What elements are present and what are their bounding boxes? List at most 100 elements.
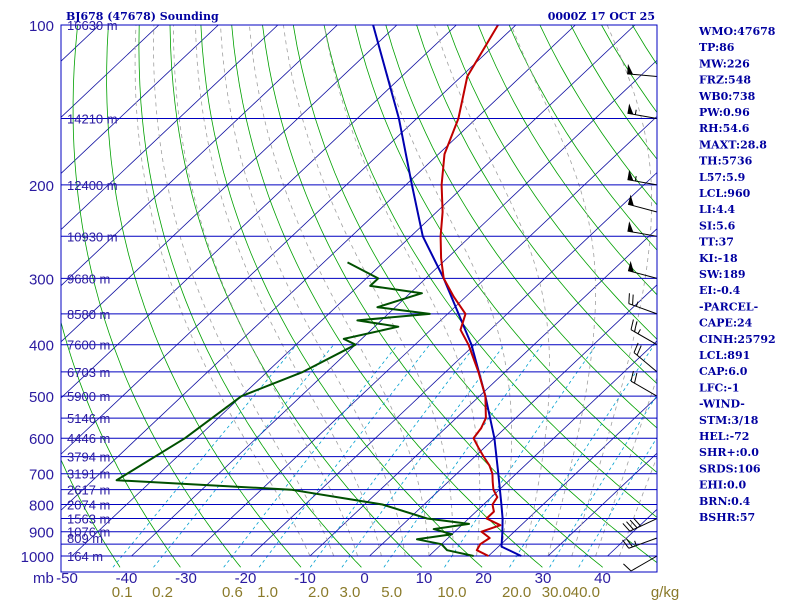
wind-barb-half [634, 109, 637, 115]
wind-barb [627, 260, 658, 279]
wind-barb-pennant [627, 63, 634, 75]
height-label: 12400 m [67, 178, 118, 193]
height-label: 5146 m [67, 411, 110, 426]
isotherm-line [369, 284, 657, 557]
isotherm-line [61, 25, 160, 118]
mixing-ratio-label: 0.2 [152, 584, 173, 600]
wind-barb-flag [636, 345, 642, 356]
mixing-ratio-line [444, 344, 597, 568]
height-label: 4446 m [67, 431, 110, 446]
wind-barb-staff [630, 329, 658, 346]
height-label: 1563 m [67, 512, 110, 527]
mixing-ratio-label: 5.0 [381, 584, 402, 600]
dry-adiabat-line [231, 25, 543, 568]
isotherm-line [309, 228, 657, 557]
dry-adiabat-line [200, 25, 483, 568]
index-value: BRN:0.4 [699, 495, 751, 508]
wind-barb [630, 319, 658, 346]
dry-adiabat-line [323, 25, 657, 518]
wind-barb [628, 293, 658, 315]
index-value: EHI:0.0 [699, 479, 746, 492]
wind-barb-pennant [628, 260, 634, 273]
height-label: 5900 m [67, 389, 110, 404]
pressure-label: 700 [29, 467, 54, 484]
sounding-profiles [115, 25, 522, 557]
dry-adiabat-line [138, 25, 362, 568]
wind-barb-flag [630, 319, 634, 330]
pressure-label: 600 [29, 431, 54, 448]
pressure-label: 800 [29, 498, 54, 515]
pressure-label: 500 [29, 389, 54, 406]
dry-adiabat-line [447, 25, 657, 340]
index-value: EI:-0.4 [699, 284, 741, 297]
temperature-tick-label: -40 [116, 570, 138, 587]
wind-barb [627, 63, 658, 77]
wind-barb [627, 194, 658, 213]
wind-barb-staff [630, 380, 658, 397]
mixing-ratio-line [383, 344, 543, 568]
pressure-label: 900 [29, 525, 54, 542]
index-value: TP:86 [699, 41, 735, 54]
mixing-ratio-line [223, 344, 398, 568]
pressure-unit-label: mb [33, 570, 54, 587]
wind-barbs [622, 63, 658, 572]
wind-barb-flag [633, 372, 638, 384]
wind-barb-pennant [627, 169, 634, 181]
pressure-label: 300 [29, 271, 54, 288]
wind-barb-flag [625, 538, 633, 548]
wind-barb-pennant [627, 221, 634, 233]
chart-title-left: BJ678 (47678) Sounding [66, 10, 219, 23]
index-value: PW:0.96 [699, 106, 750, 119]
index-value: LFC:-1 [699, 381, 740, 394]
temperature-tick-label: -50 [56, 570, 78, 587]
wind-barb-staff [628, 537, 658, 549]
temperature-tick-label: 30 [535, 570, 552, 587]
wind-barb-staff [629, 518, 658, 532]
index-value: CAPE:24 [699, 317, 753, 330]
wind-barb [623, 555, 658, 572]
wind-barb-staff [627, 270, 658, 279]
mixing-ratio-label: 0.1 [112, 584, 133, 600]
wind-barb-flag [623, 563, 632, 572]
mixing-ratio-label: 2.0 [308, 584, 329, 600]
wind-barb [622, 537, 658, 549]
dry-adiabat-line [72, 25, 242, 568]
pressure-label: 100 [29, 18, 54, 35]
index-value: L57:5.9 [699, 171, 745, 184]
index-value: CAP:6.0 [699, 365, 748, 378]
isotherm-line [61, 25, 338, 287]
pressure-label: 1000 [21, 549, 54, 566]
wind-barb-flag [626, 521, 634, 530]
index-value: SI:5.6 [699, 219, 736, 232]
height-label: 6703 m [67, 365, 110, 380]
mixing-ratio-line [509, 344, 655, 568]
dry-adiabat-line [262, 25, 603, 568]
pressure-label: 200 [29, 178, 54, 195]
index-value: MW:226 [699, 57, 750, 70]
index-value: -PARCEL- [699, 300, 758, 313]
height-label: 14210 m [67, 112, 118, 127]
wind-barb-flag [630, 370, 634, 382]
temperature-tick-label: -10 [294, 570, 316, 587]
isotherm-line [61, 25, 398, 343]
isotherm-line [61, 25, 219, 175]
temperature-profile-line [439, 25, 502, 557]
mixing-ratio-line [258, 344, 430, 568]
height-label: 7600 m [67, 338, 110, 353]
height-label: 10930 m [67, 229, 118, 244]
height-label: 164 m [67, 549, 103, 564]
index-value: KI:-18 [699, 252, 738, 265]
wind-barb-pennant [627, 103, 634, 115]
index-value: SRDS:106 [699, 462, 761, 475]
index-value: SW:189 [699, 268, 746, 281]
dry-adiabat-line [477, 25, 657, 296]
wind-barb [622, 518, 658, 532]
wind-barb-flag [633, 518, 642, 527]
chart-title-right: 0000Z 17 OCT 25 [548, 10, 655, 23]
mixing-ratio-line [153, 344, 335, 568]
mixing-ratio-line [112, 344, 297, 568]
wind-barb-staff [627, 179, 658, 186]
mixing-ratio-line [309, 344, 477, 568]
isotherm-line [190, 115, 657, 557]
